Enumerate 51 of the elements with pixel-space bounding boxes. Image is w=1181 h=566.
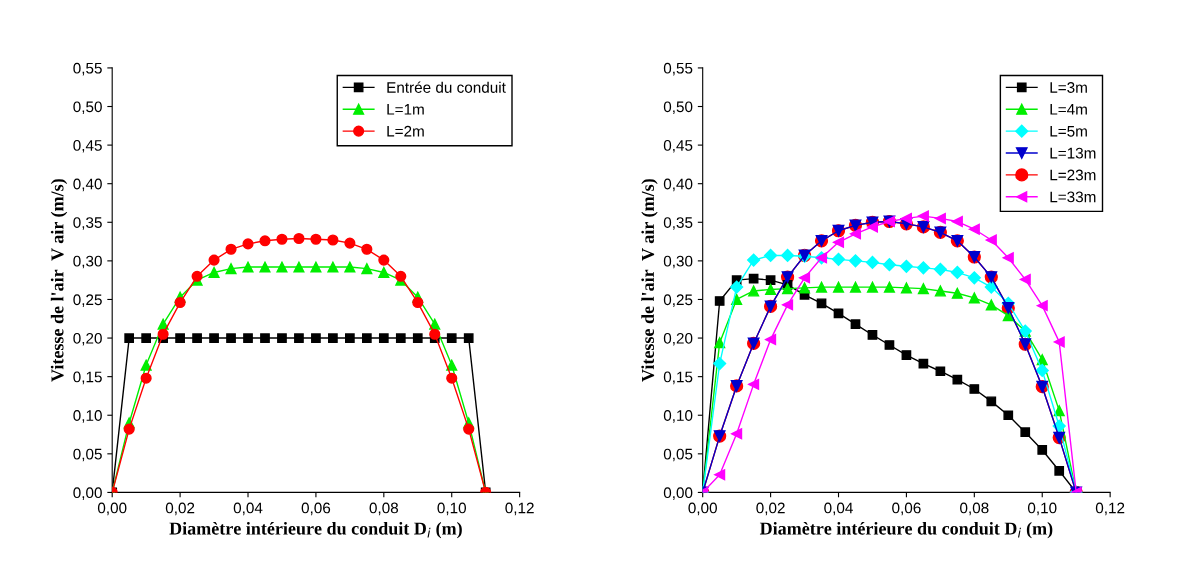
y-tick-label: 0,15	[663, 371, 693, 385]
x-axis-title: Diamètre intérieure du conduit D$_{i}$ (m)	[169, 521, 462, 539]
legend-label: L=13m	[1050, 147, 1096, 159]
y-tick-label: 0,35	[663, 217, 693, 230]
x-tick-label: 0,04	[824, 502, 853, 516]
x-tick-label: 0,06	[892, 502, 921, 516]
x-tick-label: 0,00	[688, 502, 717, 516]
y-tick-label: 0,50	[73, 101, 102, 114]
y-tick-label: 0,45	[663, 139, 693, 153]
y-tick-label: 0,40	[663, 178, 693, 192]
x-tick-label: 0,10	[1027, 502, 1057, 516]
y-tick-label: 0,00	[663, 487, 693, 500]
y-tick-label: 0,40	[73, 178, 102, 192]
legend-label: L=5m	[1050, 125, 1087, 137]
legend-label: L=33m	[1050, 191, 1096, 203]
legend-label: L=2m	[387, 125, 424, 137]
x-axis-title: Diamètre intérieure du conduit D$_{i}$ (m)	[759, 521, 1053, 539]
y-tick-label: 0,05	[663, 448, 693, 462]
x-tick-label: 0,06	[301, 502, 331, 516]
x-tick-label: 0,08	[960, 502, 989, 516]
y-tick-label: 0,25	[663, 294, 693, 307]
x-tick-label: 0,02	[165, 502, 195, 516]
legend-label: L=23m	[1050, 169, 1096, 181]
legend-label: L=3m	[1050, 82, 1087, 93]
y-axis-title: Vitesse de l'air V air (m/s)	[50, 179, 68, 382]
y-axis-title: Vitesse de l'air V air (m/s)	[641, 179, 658, 382]
y-tick-label: 0,05	[73, 448, 102, 462]
y-tick-label: 0,55	[73, 62, 102, 76]
legend-label: Entrée du conduit	[387, 81, 506, 93]
y-tick-label: 0,10	[663, 410, 693, 423]
y-tick-label: 0,50	[663, 101, 693, 114]
y-tick-label: 0,55	[663, 62, 693, 76]
y-tick-label: 0,45	[73, 139, 102, 153]
y-tick-label: 0,15	[73, 371, 102, 385]
x-tick-label: 0,08	[369, 502, 399, 516]
y-tick-label: 0,35	[73, 217, 102, 230]
y-tick-label: 0,30	[73, 255, 102, 269]
x-tick-label: 0,00	[97, 502, 127, 516]
y-tick-label: 0,30	[663, 255, 693, 269]
y-tick-label: 0,20	[73, 332, 102, 346]
legend-label: L=4m	[1050, 104, 1087, 115]
y-tick-label: 0,20	[663, 332, 693, 346]
y-tick-label: 0,00	[73, 487, 102, 500]
legend-label: L=1m	[387, 104, 424, 115]
x-tick-label: 0,10	[437, 502, 466, 516]
y-tick-label: 0,25	[73, 294, 102, 307]
x-tick-label: 0,12	[505, 502, 534, 516]
x-tick-label: 0,04	[233, 502, 263, 516]
x-tick-label: 0,02	[756, 502, 785, 516]
y-tick-label: 0,10	[73, 410, 102, 423]
x-tick-label: 0,12	[1095, 502, 1125, 516]
